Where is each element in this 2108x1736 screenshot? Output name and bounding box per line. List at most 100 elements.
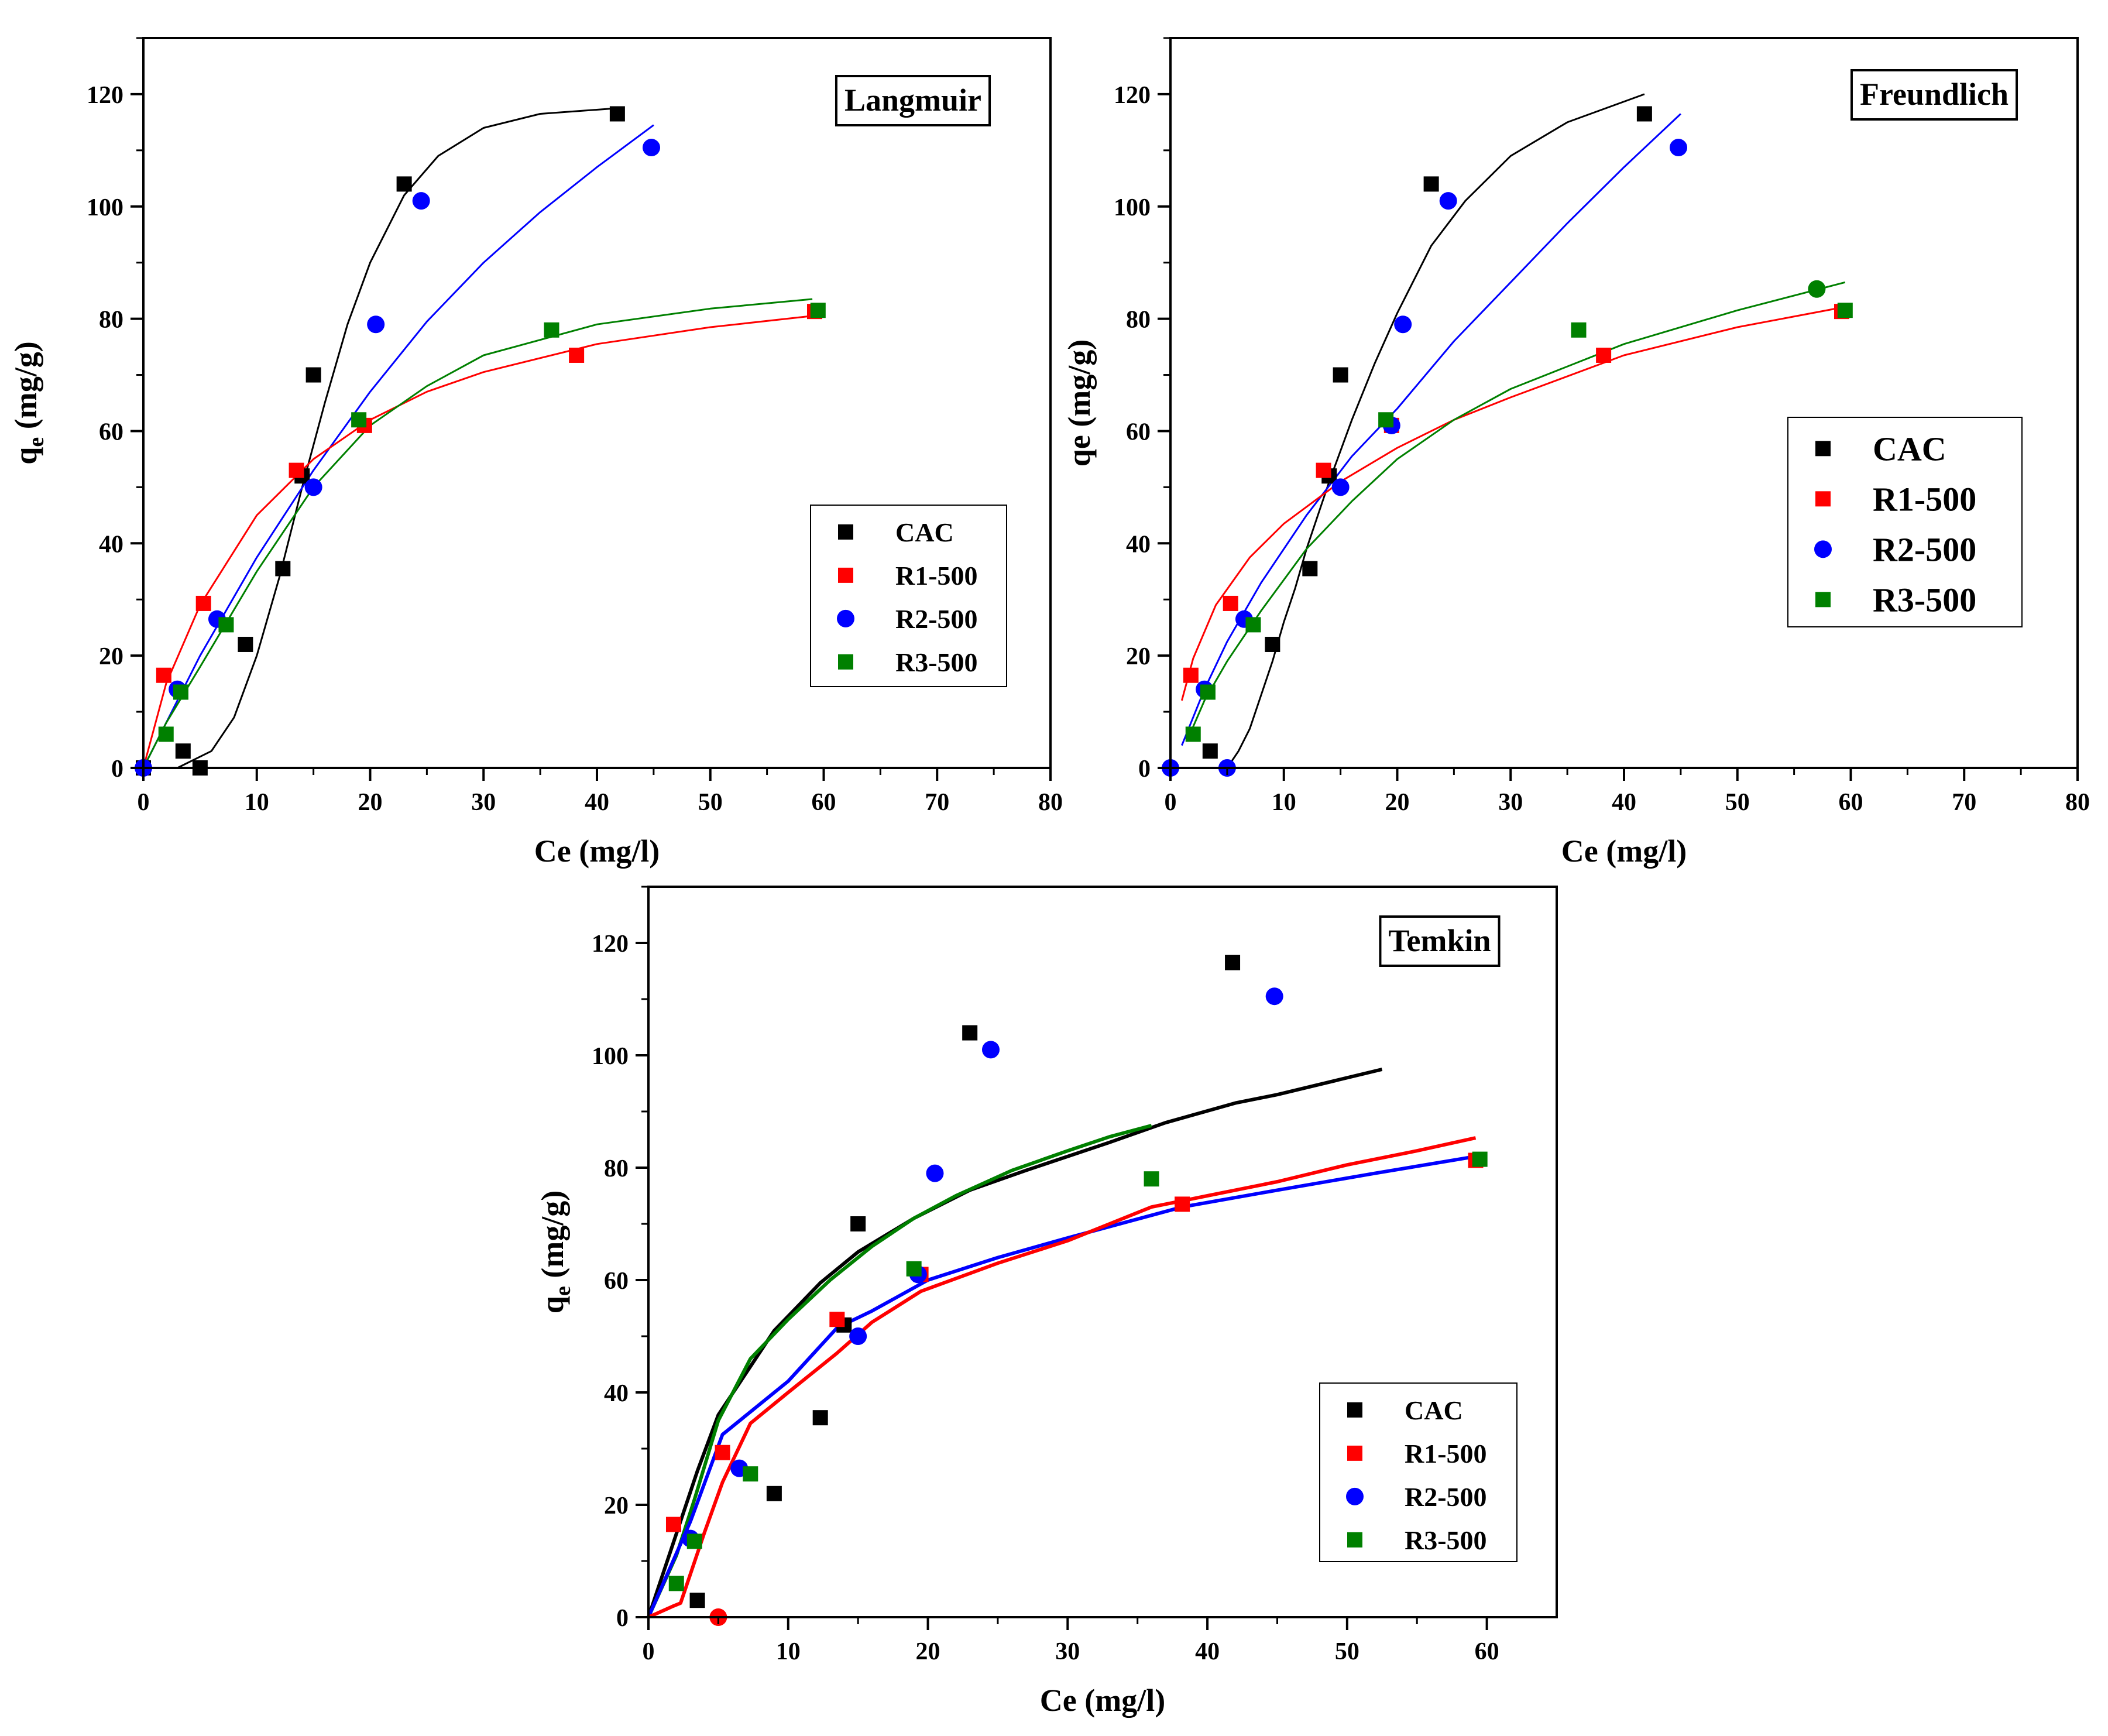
fit-line-2 (1180, 306, 1842, 701)
data-point (1223, 595, 1238, 611)
data-point (850, 1216, 866, 1231)
data-point (665, 1517, 681, 1532)
x-axis-label: Ce (mg/l) (1561, 833, 1687, 869)
x-tick-label: 40 (1612, 789, 1636, 816)
x-tick-label: 60 (1839, 789, 1863, 816)
plot-frame (647, 886, 1558, 1618)
series-r2-500 (135, 139, 660, 777)
y-tick-label: 100 (87, 194, 123, 221)
x-tick-label: 30 (1055, 1638, 1080, 1665)
y-tick-label: 120 (87, 82, 123, 109)
data-point (305, 367, 321, 383)
x-tick-label: 20 (916, 1638, 940, 1665)
data-point (906, 1261, 922, 1277)
y-tick-label: 80 (99, 307, 123, 334)
data-point (1378, 412, 1394, 428)
series-r2-500 (1162, 139, 1687, 777)
x-tick-label: 0 (643, 1638, 655, 1665)
data-point (1183, 667, 1199, 683)
data-point (1808, 280, 1826, 298)
series-cac (689, 955, 1241, 1608)
y-tick-label: 20 (1126, 643, 1151, 670)
y-axis: 0 20 40 60 80 100 120 (592, 886, 648, 1632)
title-frame (835, 75, 991, 126)
y-tick-label: 80 (604, 1155, 629, 1182)
data-point (1636, 106, 1652, 122)
legend-label-r1-500: R1-500 (895, 561, 978, 591)
data-point (1175, 1196, 1190, 1212)
y-tick-label: 20 (99, 643, 123, 670)
x-axis-label: Ce (mg/l) (1040, 1683, 1165, 1718)
fit-line-1 (647, 1124, 1152, 1618)
data-point (766, 1485, 782, 1501)
chart-title: Langmuir (844, 83, 981, 118)
y-tick-label: 40 (1126, 531, 1151, 558)
legend-marker-r2-500 (837, 609, 854, 627)
legend-marker-r3-500 (838, 654, 853, 670)
data-point (1333, 367, 1348, 383)
data-point (1670, 139, 1687, 157)
fit-curves (1180, 93, 1846, 768)
data-point (715, 1445, 730, 1460)
data-point (156, 667, 171, 683)
y-tick-label: 20 (604, 1493, 629, 1519)
data-point (962, 1025, 978, 1041)
data-point (743, 1466, 758, 1482)
x-tick-label: 80 (2065, 789, 2090, 816)
y-tick-label: 100 (592, 1043, 629, 1070)
fit-line-2 (142, 315, 813, 768)
legend-label-r2-500: R2-500 (1405, 1482, 1487, 1512)
data-point (1185, 726, 1201, 742)
data-point (643, 139, 660, 157)
x-axis-label: Ce (mg/l) (534, 833, 660, 869)
legend: CAC R1-500 R2-500 R3-500 (1787, 417, 2023, 627)
legend-label-r3-500: R3-500 (1873, 581, 1976, 619)
legend-marker-r1-500 (838, 567, 853, 583)
data-point (812, 1410, 828, 1426)
fit-line-1 (1181, 113, 1681, 746)
legend-label-r3-500: R3-500 (1405, 1525, 1487, 1555)
legend-marker-cac (1815, 441, 1831, 457)
y-tick-label: 100 (1114, 194, 1151, 221)
x-axis: 0 10 20 30 40 50 60 70 80 (1165, 768, 2090, 816)
temkin-chart: 0 10 20 30 40 50 60 0 20 40 60 80 100 120 Ce (mg/l) qe … (535, 886, 1558, 1718)
legend-marker-r1-500 (1815, 491, 1831, 507)
data-point (609, 106, 625, 122)
x-tick-label: 20 (358, 789, 383, 816)
fit-line-3 (1186, 281, 1846, 740)
x-tick-label: 70 (925, 789, 949, 816)
legend-marker-r1-500 (1347, 1445, 1362, 1461)
data-point (1225, 955, 1241, 970)
legend-label-cac: CAC (1873, 430, 1946, 468)
data-point (1144, 1171, 1159, 1187)
y-axis-label: qe (mg/g) (8, 341, 49, 464)
langmuir-chart: 0 10 20 30 40 50 60 70 80 0 20 40 60 80 100 120 Ce (mg/l… (8, 37, 1063, 869)
data-point (1200, 684, 1216, 700)
series-r3-500 (668, 1151, 1488, 1591)
fit-line-0 (1226, 93, 1645, 768)
y-tick-label: 0 (1138, 756, 1151, 783)
x-tick-label: 20 (1385, 789, 1410, 816)
data-point (1596, 347, 1612, 363)
x-axis: 0 10 20 30 40 50 60 (643, 1617, 1499, 1665)
legend-marker-r3-500 (1815, 592, 1831, 608)
data-point (367, 315, 385, 334)
x-tick-label: 70 (1952, 789, 1976, 816)
fit-line-1 (142, 124, 654, 768)
x-tick-label: 50 (1335, 1638, 1359, 1665)
data-point (689, 1593, 705, 1608)
x-tick-label: 40 (585, 789, 609, 816)
series-r3-500 (158, 303, 826, 742)
data-point (668, 1576, 684, 1591)
data-point (1316, 462, 1331, 478)
x-tick-label: 80 (1038, 789, 1063, 816)
data-point (1331, 478, 1350, 496)
chart-title: Freundlich (1860, 77, 2009, 112)
data-point (1571, 322, 1587, 338)
plot-frame (1169, 37, 2079, 769)
legend-marker-r2-500 (1814, 540, 1832, 558)
y-axis-label: qe (mg/g) (1062, 339, 1097, 466)
data-point (1394, 315, 1412, 334)
chart-title-box: Freundlich (1850, 69, 2018, 121)
